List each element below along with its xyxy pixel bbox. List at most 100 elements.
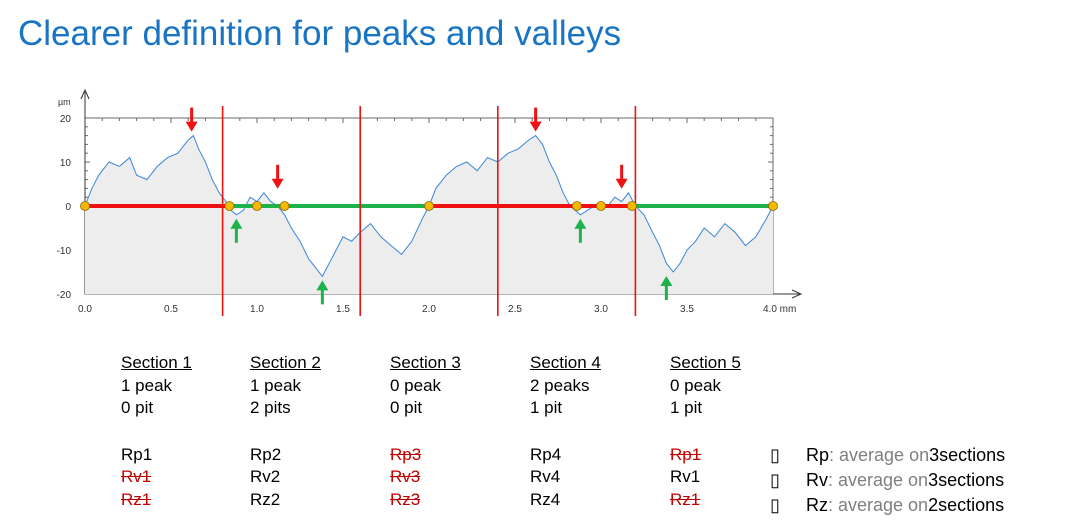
y-tick-label: -10 — [57, 246, 72, 257]
zero-crossing-point — [80, 201, 90, 211]
profile-line — [84, 134, 774, 278]
valley-arrow-head — [574, 218, 587, 229]
section-heading: Section 2 — [250, 353, 321, 372]
section-parameter: Rz4 — [530, 489, 561, 509]
y-axis-arrowhead — [80, 88, 90, 100]
section-column: Section 4 2 peaks 1 pit Rp4 Rv4 Rz4 — [530, 352, 601, 511]
section-parameter: Rv4 — [530, 467, 561, 486]
legend-count: 3 — [928, 470, 939, 490]
section-heading: Section 3 — [390, 353, 461, 372]
profile-area — [85, 135, 773, 294]
legend-count: 2 — [928, 495, 939, 515]
peak-arrow-shaft — [190, 107, 194, 123]
section-peak-count: 0 peak — [670, 375, 722, 395]
zero-crossing-point — [572, 201, 582, 211]
valley-arrow-shaft — [664, 285, 668, 300]
section-parameter: Rp1 — [670, 444, 702, 464]
legend-count: 3 — [929, 445, 940, 465]
section-peak-count: 2 peaks — [530, 375, 590, 395]
section-parameter: Rz3 — [390, 489, 421, 509]
section-peak-count: 0 peak — [390, 375, 442, 395]
section-parameter: Rp1 — [121, 444, 153, 464]
legend-description: : average on — [828, 470, 929, 490]
legend: ▯ Rp: average on 3 sections ▯ Rv: average o… — [770, 443, 1005, 518]
x-tick-label: 2.5 — [508, 304, 522, 315]
valley-arrow-head — [316, 280, 329, 291]
peak-arrow-head — [185, 121, 198, 132]
legend-description: : average on — [828, 495, 929, 515]
zero-crossing-point — [424, 201, 434, 211]
x-axis-arrowhead — [791, 289, 803, 299]
section-parameter: Rz2 — [250, 489, 281, 509]
y-tick-label: 20 — [60, 114, 72, 125]
section-parameter: Rv2 — [250, 467, 281, 486]
zero-crossing-point — [224, 201, 235, 211]
peak-arrow-head — [529, 121, 542, 132]
x-tick-label: 3.0 — [594, 304, 608, 315]
x-tick-label: 4.0 mm — [763, 304, 796, 315]
legend-param: Rz — [806, 495, 828, 515]
legend-tail: sections — [938, 470, 1005, 490]
profile-chart: µm 20 10 0 -10 -20 0.0 0.5 1.0 1.5 2.0 2.5 3.0 3.5 4.0… — [57, 88, 803, 316]
section-heading: Section 4 — [530, 353, 601, 372]
valley-arrow-shaft — [234, 227, 238, 243]
peak-arrow-shaft — [620, 164, 624, 180]
y-unit-label: µm — [58, 97, 71, 107]
valley-arrow-head — [660, 276, 673, 286]
section-parameter: Rp3 — [390, 444, 422, 464]
zero-crossing-point — [627, 201, 637, 211]
section-heading: Section 1 — [121, 353, 192, 372]
x-tick-label: 1.0 — [250, 304, 264, 315]
y-tick-label: 10 — [60, 158, 72, 169]
section-pit-count: 2 pits — [250, 398, 291, 417]
zero-crossing-point — [768, 201, 778, 211]
valley-arrow-shaft — [578, 227, 582, 243]
x-tick-label: 3.5 — [680, 304, 694, 315]
section-column: Section 5 0 peak 1 pit Rp1 Rv1 Rz1 — [670, 352, 741, 511]
y-tick-label: 0 — [65, 202, 71, 213]
section-column: Section 1 1 peak 0 pit Rp1 Rv1 Rz1 — [121, 352, 192, 511]
section-pit-count: 0 pit — [121, 398, 154, 417]
section-parameter: Rv3 — [390, 467, 421, 486]
legend-row: ▯ Rz: average on 2 sections — [770, 493, 1005, 518]
section-parameter: Rv1 — [121, 467, 152, 486]
page-title: Clearer definition for peaks and valleys — [18, 14, 622, 53]
legend-bullet-icon: ▯ — [770, 470, 780, 490]
x-tick-label: 1.5 — [336, 304, 350, 315]
peak-arrow-shaft — [534, 107, 538, 123]
section-heading: Section 5 — [670, 353, 741, 372]
section-pit-count: 1 pit — [670, 398, 703, 417]
legend-tail: sections — [939, 445, 1006, 465]
section-spacer — [121, 420, 192, 444]
section-parameter: Rv1 — [670, 467, 701, 486]
section-pit-count: 1 pit — [530, 398, 563, 417]
section-peak-count: 1 peak — [250, 375, 302, 395]
section-column: Section 3 0 peak 0 pit Rp3 Rv3 Rz3 — [390, 352, 461, 511]
legend-bullet-icon: ▯ — [770, 445, 780, 465]
section-peak-count: 1 peak — [121, 375, 173, 395]
legend-bullet-icon: ▯ — [770, 495, 780, 515]
zero-crossing-point — [252, 201, 262, 211]
legend-tail: sections — [938, 495, 1005, 515]
section-column: Section 2 1 peak 2 pits Rp2 Rv2 Rz2 — [250, 352, 321, 511]
y-tick-label: -20 — [57, 290, 72, 301]
zero-crossing-point — [596, 201, 606, 211]
section-pit-count: 0 pit — [390, 398, 423, 417]
legend-row: ▯ Rv: average on 3 sections — [770, 468, 1005, 493]
zero-crossing-point — [279, 201, 290, 211]
section-spacer — [250, 420, 321, 444]
peak-arrow-shaft — [276, 164, 280, 180]
legend-description: : average on — [829, 445, 930, 465]
section-parameter: Rz1 — [670, 489, 701, 509]
legend-row: ▯ Rp: average on 3 sections — [770, 443, 1005, 468]
x-tick-label: 0.0 — [78, 304, 92, 315]
section-spacer — [670, 420, 741, 444]
valley-arrow-head — [230, 218, 243, 229]
section-parameter: Rp2 — [250, 444, 282, 464]
section-spacer — [530, 420, 601, 444]
section-parameter: Rp4 — [530, 444, 562, 464]
legend-param: Rv — [806, 470, 828, 490]
section-parameter: Rz1 — [121, 489, 152, 509]
peak-arrow-head — [615, 178, 628, 189]
peak-arrow-head — [271, 178, 284, 189]
